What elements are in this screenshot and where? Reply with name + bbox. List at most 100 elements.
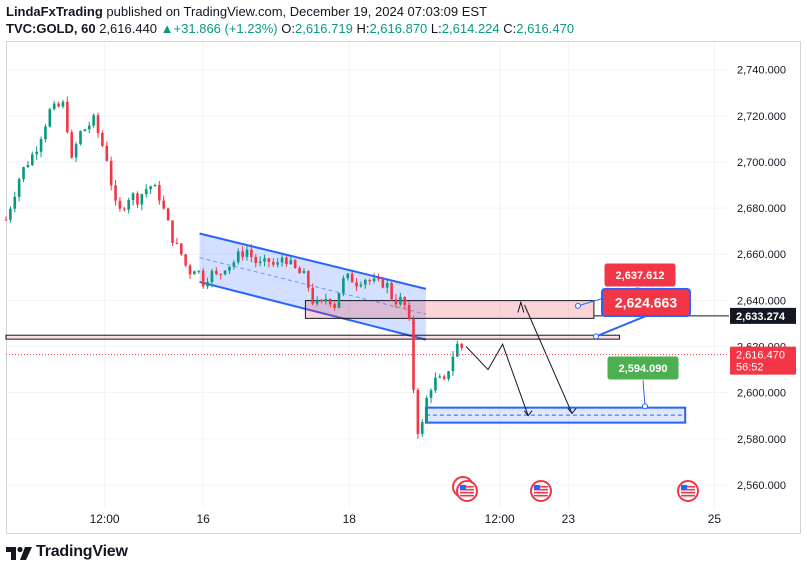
candle-body <box>13 196 17 209</box>
callout-high-box <box>603 262 677 288</box>
candle-body <box>276 262 279 265</box>
candle-body <box>412 319 415 390</box>
publisher-name: LindaFxTrading <box>6 4 103 19</box>
y-tick-label: 2,720.000 <box>737 111 786 123</box>
y-tick-label: 2,640.000 <box>737 295 786 307</box>
price-axis: 2,560.0002,580.0002,600.0002,620.0002,64… <box>737 65 786 492</box>
close-label: C: <box>503 21 517 36</box>
low-label: L: <box>430 21 442 36</box>
candle-body <box>206 282 209 287</box>
candle-body <box>136 193 139 205</box>
candle-body <box>144 189 148 195</box>
y-tick-label: 2,600.000 <box>737 388 786 400</box>
y-tick-label: 2,700.000 <box>737 157 786 169</box>
callout-low-box <box>606 355 680 381</box>
candle-body <box>158 185 161 201</box>
candle-body <box>394 299 398 305</box>
flag-stripe <box>681 486 695 488</box>
candle-body <box>9 208 12 220</box>
high-value: 2,616.870 <box>369 21 428 36</box>
candle-body <box>245 249 249 257</box>
y-tick-label: 2,580.000 <box>737 434 786 446</box>
candle-body <box>228 266 231 271</box>
footer-brand[interactable]: TradingView <box>6 542 128 562</box>
candle-body <box>307 271 310 288</box>
x-tick-label: 23 <box>562 512 576 526</box>
candle-body <box>372 278 376 282</box>
candle-body <box>92 115 95 126</box>
current-price-value: 2,616.470 <box>736 350 785 362</box>
candle-body <box>74 144 78 158</box>
candle-body <box>337 293 341 308</box>
candle-body <box>114 185 117 201</box>
chart-grid <box>6 42 729 508</box>
candle-body <box>451 356 455 372</box>
candle-body <box>267 258 271 262</box>
candle-body <box>434 377 437 391</box>
flag-canton <box>460 485 466 490</box>
projection-line <box>524 304 573 414</box>
projection-line <box>465 343 529 416</box>
candle-body <box>48 109 52 127</box>
candle-body <box>105 145 109 161</box>
candle-body <box>236 251 240 263</box>
x-tick-label: 18 <box>343 512 357 526</box>
candle-body <box>35 151 38 155</box>
callout-pointer <box>595 315 647 338</box>
flag-canton <box>681 485 687 490</box>
candle-body <box>355 282 358 287</box>
candle-body <box>280 257 284 263</box>
candle-body <box>153 185 157 187</box>
candle-body <box>39 139 43 152</box>
x-tick-label: 12:00 <box>90 512 120 526</box>
time-axis: 12:00 16 18 12:00 23 25 <box>90 512 722 526</box>
channel-top-line <box>199 232 427 290</box>
candle-body <box>127 200 130 210</box>
candle-body <box>66 101 69 133</box>
candle-body <box>258 261 262 264</box>
candle-body <box>320 299 323 302</box>
candle-body <box>61 101 65 107</box>
candle-body <box>420 422 424 434</box>
current-price-tag <box>730 346 796 375</box>
candle-body <box>254 257 258 264</box>
candle-body <box>311 287 315 304</box>
candle-body <box>368 280 371 282</box>
channel-mid-line <box>199 257 427 315</box>
flag-stripe <box>460 495 474 497</box>
candle-body <box>399 297 402 305</box>
candle-body <box>377 278 380 280</box>
published-text: published on TradingView.com, December 1… <box>106 4 488 19</box>
arrow-head-icon <box>517 300 525 313</box>
anchor-dot <box>575 302 581 309</box>
flag-stripe <box>681 489 695 491</box>
candle-body <box>175 242 179 244</box>
candle-body <box>149 186 152 190</box>
flag-stripe <box>460 489 474 491</box>
candle-body <box>123 208 126 210</box>
drawing-zones <box>5 232 687 424</box>
candle-body <box>118 200 122 209</box>
tradingview-logo-icon <box>6 546 32 560</box>
level-value: 2,633.274 <box>736 311 786 323</box>
candle-body <box>438 376 442 378</box>
candle-body <box>381 279 385 288</box>
candle-body <box>162 200 166 209</box>
channel-bottom-line <box>199 280 427 341</box>
candle-body <box>456 343 459 357</box>
candle-body <box>83 129 87 132</box>
callout-mid-label: 2,624.663 <box>615 295 677 311</box>
x-tick-label: 16 <box>197 512 211 526</box>
publish-info: LindaFxTrading published on TradingView.… <box>6 4 487 20</box>
candle-body <box>193 271 196 275</box>
candle-body <box>215 270 218 274</box>
candle-body <box>442 376 446 379</box>
candle-body <box>171 220 174 243</box>
arrow-head-icon <box>567 408 577 415</box>
callout-low-label: 2,594.090 <box>619 363 668 375</box>
candle-body <box>285 257 288 265</box>
chart-frame[interactable] <box>6 41 801 534</box>
candle-body <box>188 265 192 275</box>
